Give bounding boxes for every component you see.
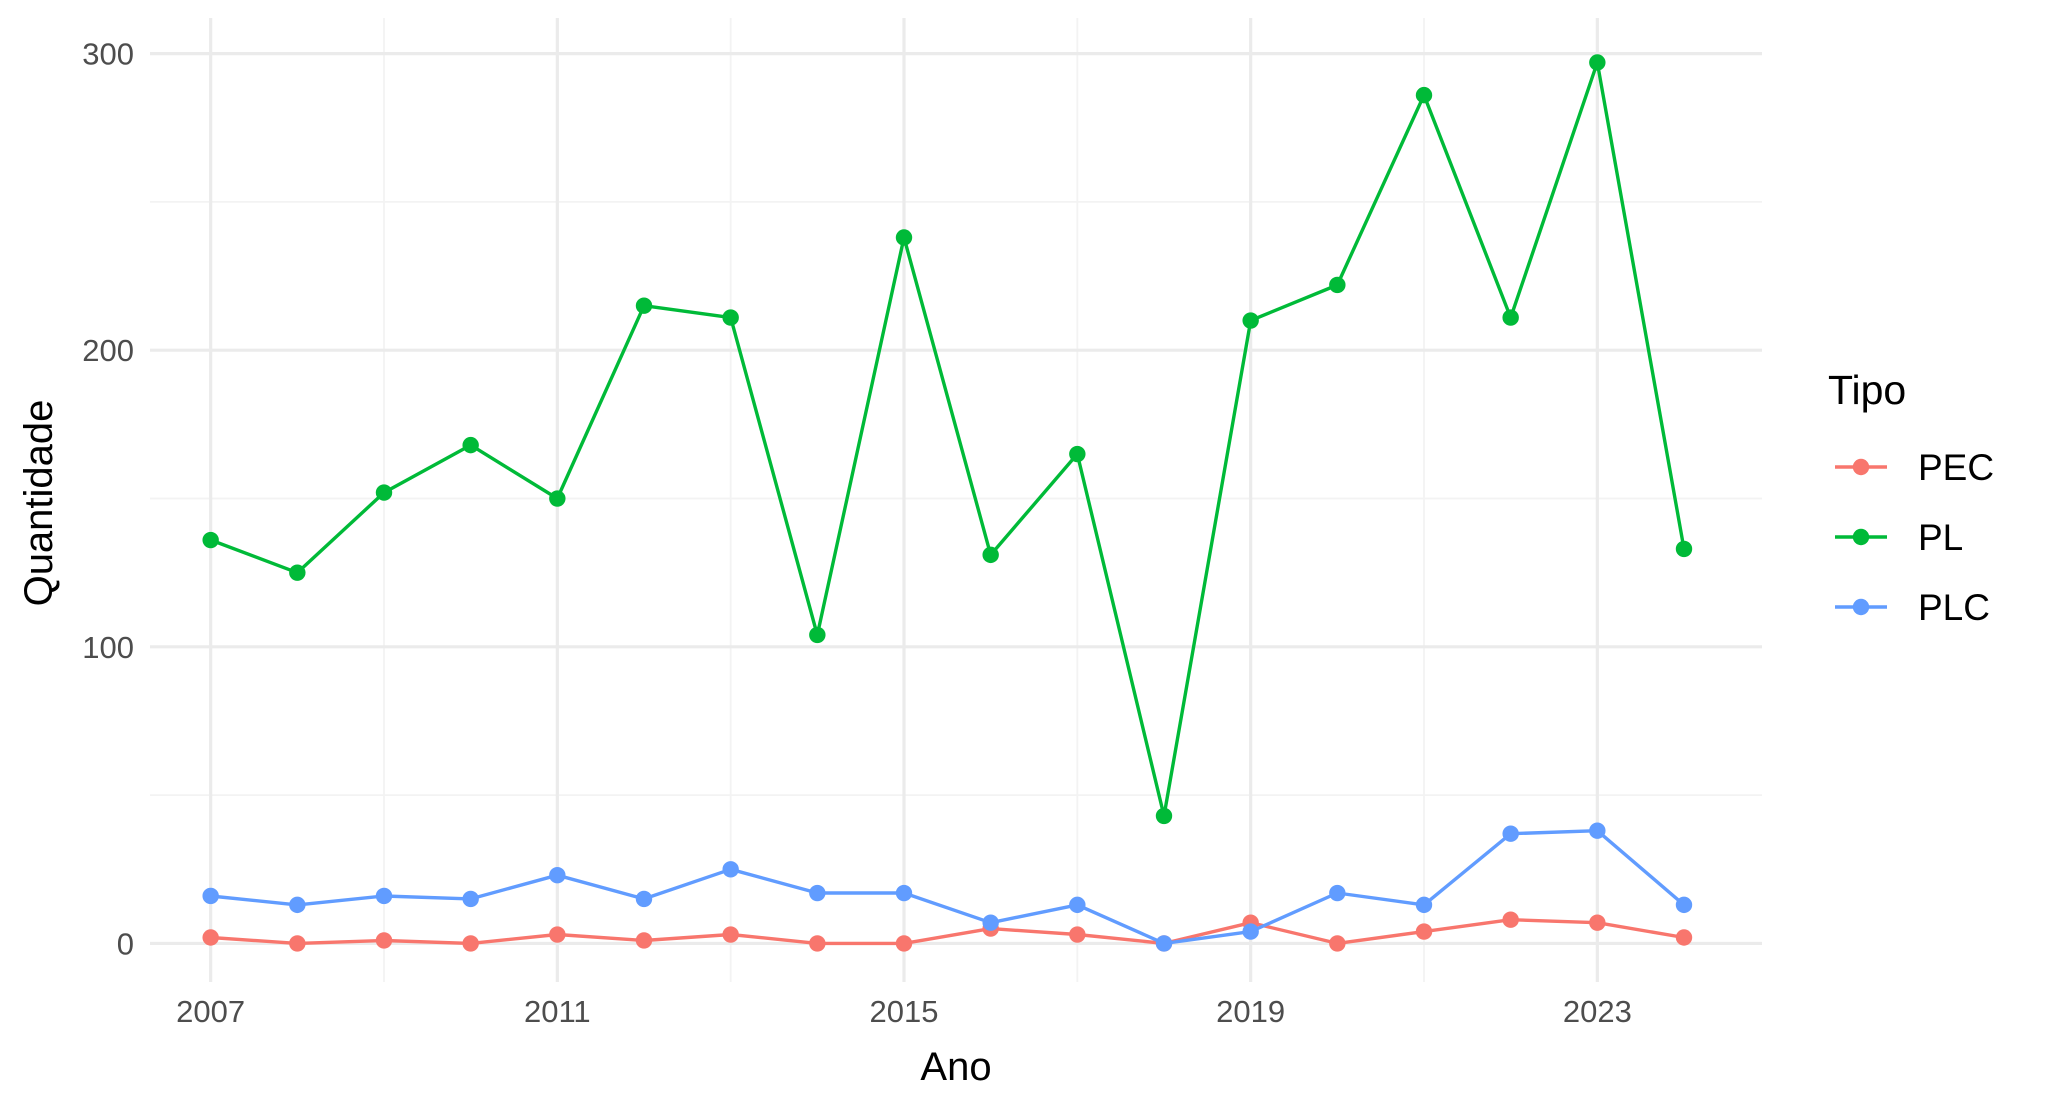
data-point-pec: [289, 935, 306, 952]
data-point-pl: [1069, 445, 1086, 463]
data-point-plc: [809, 884, 826, 902]
legend-key-point: [1852, 598, 1870, 616]
legend-item-pec: PEC: [1835, 447, 1994, 488]
data-point-pec: [895, 935, 913, 952]
data-point-pl: [1155, 807, 1173, 825]
data-point-plc: [722, 861, 739, 878]
data-point-pec: [635, 932, 653, 949]
data-point-plc: [982, 914, 999, 931]
data-point-pl: [982, 546, 999, 564]
data-point-plc: [1069, 896, 1086, 914]
data-point-plc: [1329, 884, 1346, 902]
data-point-pl: [635, 297, 653, 314]
data-point-plc: [895, 884, 913, 902]
data-point-plc: [1415, 896, 1433, 914]
data-point-pec: [1329, 935, 1346, 952]
data-point-plc: [1155, 935, 1173, 952]
data-point-pl: [1589, 54, 1606, 71]
legend-title: Tipo: [1828, 367, 1906, 413]
grid: [150, 18, 1762, 982]
x-tick-label: 2007: [176, 994, 245, 1029]
y-tick-label: 200: [82, 333, 134, 368]
data-point-pec: [1069, 926, 1086, 943]
series-plc: [202, 822, 1693, 952]
data-point-pl: [1502, 309, 1519, 326]
legend-label: PL: [1918, 517, 1963, 558]
data-point-pec: [1589, 914, 1606, 931]
y-tick-label: 0: [117, 926, 134, 961]
data-point-pec: [462, 935, 479, 952]
legend-items: PEC PL PLC: [1835, 447, 1994, 628]
series-pec: [202, 911, 1693, 952]
legend-item-plc: PLC: [1835, 587, 1990, 628]
series-pl: [202, 54, 1693, 825]
data-point-plc: [202, 887, 219, 905]
data-point-plc: [1242, 923, 1259, 940]
x-tick-label: 2023: [1563, 994, 1632, 1029]
legend-key-point: [1852, 528, 1870, 546]
x-tick-label: 2015: [870, 994, 939, 1029]
data-point-pl: [1242, 312, 1259, 329]
x-tick-label: 2019: [1216, 994, 1285, 1029]
data-point-pl: [895, 229, 913, 246]
data-point-pl: [375, 484, 393, 501]
legend-key-point: [1852, 458, 1870, 476]
data-point-plc: [462, 890, 479, 908]
series-layer: [202, 54, 1693, 952]
axes: 0 100 200 300 2007 2011 2015 2019 2023: [82, 37, 1632, 1029]
y-tick-label: 100: [82, 630, 134, 665]
legend-label: PLC: [1918, 587, 1990, 628]
legend-item-pl: PL: [1835, 517, 1963, 558]
data-point-pl: [809, 626, 826, 644]
data-point-plc: [549, 867, 566, 884]
data-point-pl: [1329, 276, 1346, 294]
series-line-pec: [208, 918, 1686, 946]
data-point-pec: [1415, 923, 1433, 940]
legend: Tipo PEC PL PLC: [1828, 367, 1994, 628]
data-point-plc: [635, 890, 653, 908]
data-point-pl: [722, 309, 739, 326]
series-line-pl: [208, 60, 1686, 818]
data-point-plc: [1675, 896, 1693, 914]
data-point-plc: [289, 896, 306, 914]
x-tick-label: 2011: [524, 994, 591, 1029]
data-point-pec: [1502, 911, 1519, 928]
x-axis-title: Ano: [920, 1045, 991, 1089]
data-point-pec: [549, 926, 566, 943]
data-point-pec: [722, 926, 739, 943]
legend-label: PEC: [1918, 447, 1994, 488]
data-point-plc: [1502, 825, 1519, 842]
data-point-pec: [809, 935, 826, 952]
data-point-plc: [1589, 822, 1606, 839]
data-point-pl: [1675, 540, 1693, 558]
y-tick-label: 300: [82, 37, 134, 72]
y-axis-title: Quantidade: [17, 400, 61, 607]
data-point-pec: [202, 929, 219, 946]
data-point-plc: [375, 887, 393, 905]
data-point-pl: [289, 564, 306, 581]
data-point-pec: [375, 932, 393, 949]
data-point-pec: [1675, 929, 1693, 946]
series-line-plc: [208, 829, 1686, 946]
data-point-pl: [202, 531, 219, 549]
data-point-pl: [549, 490, 566, 507]
data-point-pl: [1415, 86, 1433, 104]
data-point-pl: [462, 436, 479, 454]
